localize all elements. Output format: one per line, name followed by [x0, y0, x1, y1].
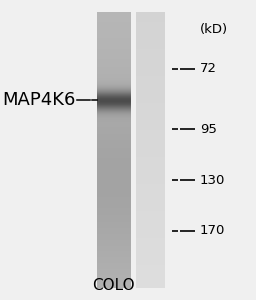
Text: 95: 95 — [200, 122, 217, 136]
Text: 170: 170 — [200, 224, 225, 238]
Text: 130: 130 — [200, 173, 225, 187]
Text: MAP4K6: MAP4K6 — [3, 91, 76, 109]
Text: 72: 72 — [200, 62, 217, 76]
Text: (kD): (kD) — [200, 23, 228, 37]
Text: COLO: COLO — [93, 278, 135, 292]
